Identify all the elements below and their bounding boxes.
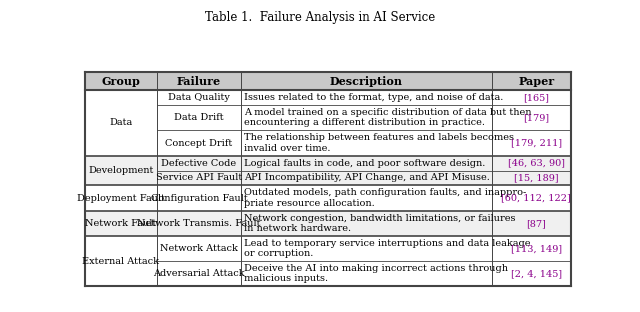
Bar [85, 90, 571, 105]
Text: A model trained on a specific distribution of data but then: A model trained on a specific distributi… [244, 108, 532, 117]
Text: [46, 63, 90]: [46, 63, 90] [508, 158, 565, 168]
Text: Description: Description [330, 76, 403, 87]
Text: Data Quality: Data Quality [168, 93, 230, 102]
Text: Deployment Fault: Deployment Fault [77, 193, 165, 202]
Bar [85, 171, 571, 185]
Text: Paper: Paper [518, 76, 554, 87]
Text: priate resource allocation.: priate resource allocation. [244, 198, 375, 207]
Text: [15, 189]: [15, 189] [514, 173, 559, 183]
Text: Logical faults in code, and poor software design.: Logical faults in code, and poor softwar… [244, 158, 486, 168]
Text: [165]: [165] [524, 93, 549, 102]
Text: Network congestion, bandwidth limitations, or failures: Network congestion, bandwidth limitation… [244, 214, 516, 223]
Text: Failure: Failure [177, 76, 221, 87]
Text: External Attack: External Attack [83, 256, 159, 266]
Text: Network Transmis. Fault: Network Transmis. Fault [138, 219, 260, 228]
Bar [85, 130, 571, 156]
Text: [113, 149]: [113, 149] [511, 244, 562, 253]
Bar [85, 185, 571, 211]
Text: [179]: [179] [524, 113, 549, 122]
Text: The relationship between features and labels becomes: The relationship between features and la… [244, 134, 514, 143]
Text: Configuration Fault: Configuration Fault [150, 193, 248, 202]
Bar [85, 72, 571, 90]
Text: encountering a different distribution in practice.: encountering a different distribution in… [244, 118, 485, 127]
Text: Defective Code: Defective Code [161, 158, 237, 168]
Text: [60, 112, 122]: [60, 112, 122] [502, 193, 571, 202]
Text: API Incompatibility, API Change, and API Misuse.: API Incompatibility, API Change, and API… [244, 173, 490, 183]
Text: Table 1.  Failure Analysis in AI Service: Table 1. Failure Analysis in AI Service [205, 11, 435, 24]
Text: [179, 211]: [179, 211] [511, 139, 562, 148]
Text: Lead to temporary service interruptions and data leakage: Lead to temporary service interruptions … [244, 239, 531, 248]
Text: Data: Data [109, 119, 132, 128]
Text: Service API Fault: Service API Fault [156, 173, 242, 183]
Text: in network hardware.: in network hardware. [244, 224, 351, 233]
Text: [2, 4, 145]: [2, 4, 145] [511, 269, 562, 278]
Text: Outdated models, path configuration faults, and inappro-: Outdated models, path configuration faul… [244, 188, 527, 197]
Bar [85, 236, 571, 261]
Text: Concept Drift: Concept Drift [165, 139, 233, 148]
Text: Adversarial Attack: Adversarial Attack [153, 269, 245, 278]
Text: Issues related to the format, type, and noise of data.: Issues related to the format, type, and … [244, 93, 504, 102]
Text: Group: Group [102, 76, 140, 87]
Text: Development: Development [88, 166, 154, 175]
Text: Network Attack: Network Attack [160, 244, 238, 253]
Bar [85, 261, 571, 286]
Bar [85, 211, 571, 236]
Text: or corruption.: or corruption. [244, 249, 314, 258]
Text: Data Drift: Data Drift [174, 113, 224, 122]
Text: invalid over time.: invalid over time. [244, 144, 331, 153]
Text: Deceive the AI into making incorrect actions through: Deceive the AI into making incorrect act… [244, 264, 508, 273]
Text: Network Fault: Network Fault [85, 219, 157, 228]
Bar [85, 156, 571, 171]
Text: [87]: [87] [526, 219, 547, 228]
Text: malicious inputs.: malicious inputs. [244, 274, 328, 283]
Bar [85, 105, 571, 130]
